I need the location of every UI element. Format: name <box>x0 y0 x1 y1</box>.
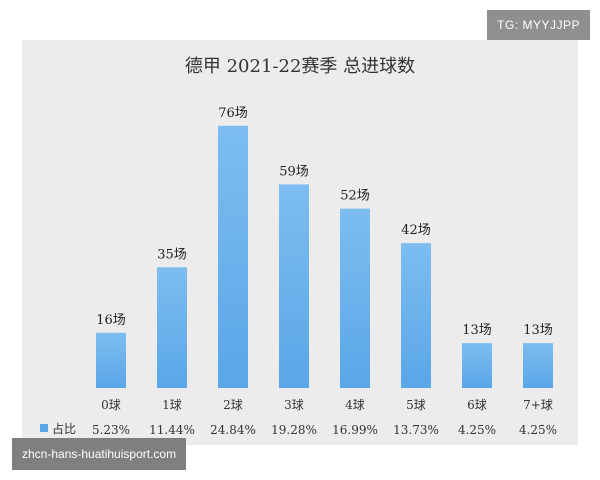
share-legend-label: 占比 <box>52 421 76 436</box>
value-label-5: 42场 <box>401 223 431 238</box>
category-labels-group: 0球 1球 2球 3球 4球 5球 6球 7+球 <box>101 398 553 412</box>
share-label-0: 5.23% <box>92 423 130 437</box>
bar-0 <box>96 332 126 388</box>
share-label-3: 19.28% <box>271 423 317 437</box>
value-labels-group: 16场 35场 76场 59场 52场 42场 13场 13场 <box>96 106 553 338</box>
share-label-5: 13.73% <box>393 423 439 437</box>
category-label-7: 7+球 <box>523 398 553 412</box>
bar-3 <box>279 184 309 388</box>
category-label-1: 1球 <box>162 398 182 412</box>
bar-5 <box>401 243 431 388</box>
share-label-2: 24.84% <box>210 423 256 437</box>
category-label-6: 6球 <box>467 398 487 412</box>
chart-title: 德甲 2021-22赛季 总进球数 <box>185 56 415 77</box>
share-row: 占比 5.23% 11.44% 24.84% 19.28% 16.99% 13.73% 4.… <box>40 421 557 437</box>
category-label-3: 3球 <box>284 398 304 412</box>
value-label-6: 13场 <box>462 323 492 338</box>
bar-2 <box>218 125 248 389</box>
value-label-1: 35场 <box>157 247 187 262</box>
value-label-7: 13场 <box>523 323 553 338</box>
category-label-0: 0球 <box>101 398 121 412</box>
watermark-badge: TG: MYYJJPP <box>487 10 590 40</box>
bar-4 <box>340 208 370 388</box>
category-label-4: 4球 <box>345 398 365 412</box>
value-label-4: 52场 <box>340 189 370 204</box>
value-label-0: 16场 <box>96 313 126 328</box>
value-label-2: 76场 <box>218 106 248 121</box>
share-label-7: 4.25% <box>519 423 557 437</box>
bar-6 <box>462 343 492 388</box>
bars-group <box>96 125 553 389</box>
category-label-2: 2球 <box>223 398 243 412</box>
bar-7 <box>523 343 553 388</box>
share-label-1: 11.44% <box>149 423 195 437</box>
source-caption: zhcn-hans-huatihuisport.com <box>12 438 187 470</box>
share-label-6: 4.25% <box>458 423 496 437</box>
share-legend-swatch <box>40 424 48 432</box>
value-label-3: 59场 <box>279 164 309 179</box>
share-label-4: 16.99% <box>332 423 378 437</box>
bar-1 <box>157 267 187 388</box>
category-label-5: 5球 <box>406 398 426 412</box>
